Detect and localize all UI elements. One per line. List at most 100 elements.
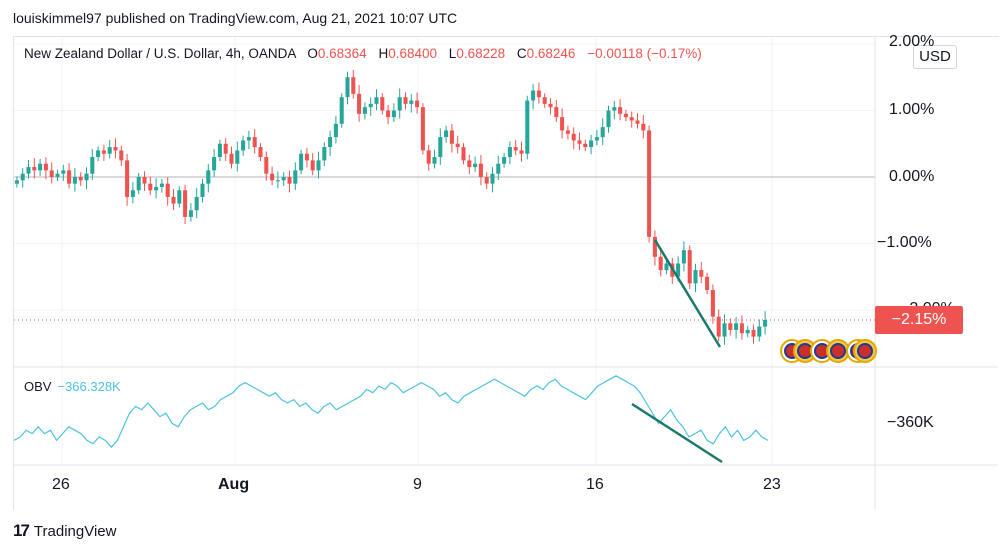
candle-body [171, 196, 176, 204]
candle-body [38, 163, 43, 171]
candle-body [525, 100, 530, 154]
price-axis-label: 0.00% [889, 168, 935, 185]
candle-body [67, 170, 72, 184]
candle-body [432, 157, 437, 164]
candle-body [212, 157, 217, 171]
candle-body [333, 123, 338, 138]
candle-body [32, 167, 37, 171]
price-axis-label: 2.00% [889, 33, 935, 50]
candle-body [206, 170, 211, 184]
candle-body [159, 183, 164, 187]
candle-body [473, 163, 478, 168]
candle-body [223, 143, 228, 154]
candle-body [606, 110, 611, 128]
last-price-tag: −2.15% [875, 306, 963, 334]
candle-body [716, 316, 721, 337]
candle-body [380, 97, 385, 111]
candle-body [531, 90, 536, 101]
candle-body [316, 160, 321, 171]
candle-body [119, 150, 124, 161]
candle-body [594, 137, 599, 141]
close-value: 0.68246 [526, 46, 576, 61]
obv-series [13, 375, 769, 449]
candle-body [687, 250, 692, 284]
close-label: C [516, 46, 527, 61]
candle-body [368, 103, 373, 108]
candle-body [391, 110, 396, 118]
change-value: −0.00118 (−0.17%) [587, 46, 702, 61]
obv-trendline [631, 402, 723, 464]
candle-body [299, 153, 304, 171]
open-value: 0.68364 [317, 46, 367, 61]
candle-body [304, 153, 309, 161]
price-axis-label: −1.00% [877, 234, 932, 251]
candle-body [101, 150, 106, 154]
candlestick-series [14, 70, 768, 345]
candle-body [415, 100, 420, 108]
candle-body [676, 263, 681, 277]
candle-body [455, 143, 460, 148]
trendline-annotations [631, 239, 877, 464]
candle-body [357, 93, 362, 114]
candle-body [20, 173, 25, 181]
candle-body [420, 107, 425, 151]
candle-body [165, 183, 170, 197]
us-flag-event-icon [830, 343, 846, 359]
candle-body [26, 167, 31, 174]
candle-body [281, 177, 286, 181]
candle-body [693, 270, 698, 284]
candle-body [519, 150, 524, 154]
candle-body [444, 130, 449, 138]
candle-body [507, 147, 512, 158]
us-flag-event-icon [797, 343, 813, 359]
candle-body [728, 323, 733, 330]
candle-body [705, 276, 710, 291]
currency-button[interactable]: USD [913, 45, 957, 69]
candle-body [496, 163, 501, 174]
candle-body [235, 150, 240, 164]
candle-body [374, 97, 379, 104]
candle-body [734, 323, 739, 330]
candle-body [710, 290, 715, 317]
candle-body [461, 147, 466, 161]
date-axis-label: 16 [586, 476, 604, 493]
candle-body [287, 177, 292, 184]
obv-axis-label: −360K [887, 414, 934, 431]
candle-body [513, 147, 518, 151]
candle-body [658, 256, 663, 271]
candle-body [345, 77, 350, 98]
candle-body [565, 130, 570, 134]
footer-brand[interactable]: 17 TradingView [13, 521, 116, 541]
date-axis-label: 9 [413, 476, 422, 493]
candle-body [136, 177, 141, 191]
candle-body [763, 319, 768, 327]
candle-body [583, 143, 588, 148]
candle-body [652, 236, 657, 257]
low-value: 0.68228 [456, 46, 506, 61]
open-label: O [307, 46, 318, 61]
candle-body [362, 107, 367, 114]
candle-body [61, 170, 66, 174]
high-label: H [378, 46, 389, 61]
candle-body [310, 160, 315, 171]
high-value: 0.68400 [388, 46, 438, 61]
candle-body [409, 100, 414, 104]
candle-body [641, 123, 646, 131]
candle-body [560, 117, 565, 131]
price-trendline [653, 239, 722, 348]
candle-body [484, 177, 489, 184]
candle-body [722, 323, 727, 337]
candle-body [426, 150, 431, 164]
candle-body [635, 120, 640, 124]
obv-legend: OBV −366.328K [24, 379, 121, 394]
candle-body [154, 186, 159, 191]
candle-body [241, 140, 246, 151]
candle-body [188, 210, 193, 217]
low-label: L [448, 46, 457, 61]
candle-body [183, 190, 188, 217]
candle-body [681, 250, 686, 264]
candle-body [252, 137, 257, 148]
candle-body [438, 137, 443, 158]
date-axis-label: 26 [52, 476, 70, 493]
